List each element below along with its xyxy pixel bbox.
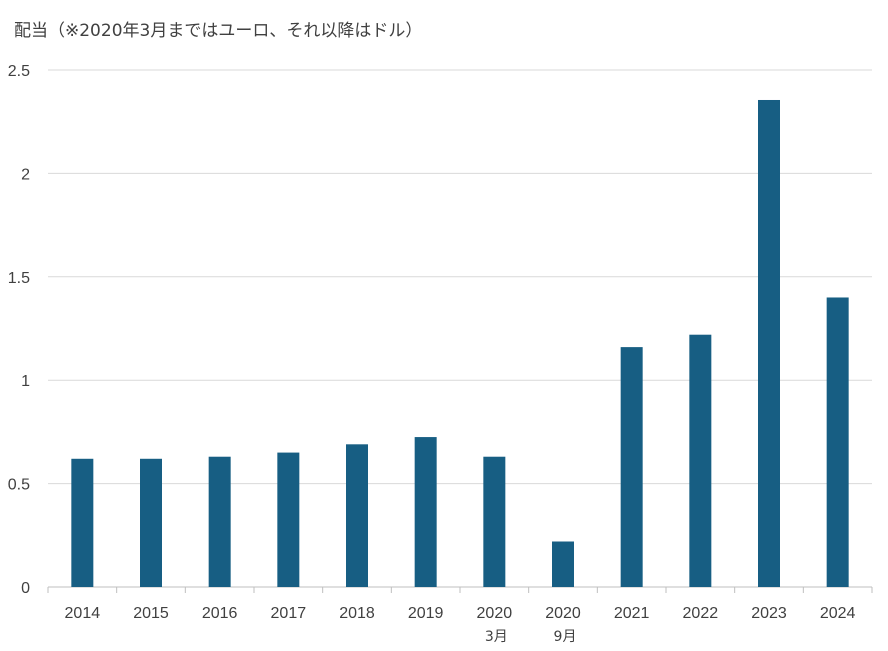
bar-2020-3月 xyxy=(483,456,506,587)
x-tick-label: 2024 xyxy=(820,605,856,622)
bar-2020-9月 xyxy=(552,541,574,587)
bar-2016 xyxy=(208,456,231,587)
x-tick-label: 2021 xyxy=(614,605,650,622)
x-tick-label: 2015 xyxy=(133,605,169,622)
x-tick-label: 2019 xyxy=(408,605,444,622)
y-tick-label: 0.5 xyxy=(8,477,30,494)
x-tick-label: 2016 xyxy=(202,605,238,622)
x-tick-label: 2018 xyxy=(339,605,375,622)
chart-title: 配当（※2020年3月まではユーロ、それ以降はドル） xyxy=(14,21,423,41)
y-tick-label: 1 xyxy=(21,373,30,390)
x-tick-label: 2023 xyxy=(751,605,787,622)
bar-2022 xyxy=(689,334,712,587)
y-tick-label: 2.5 xyxy=(8,63,30,80)
bar-2024 xyxy=(826,297,849,587)
bar-2017 xyxy=(277,452,300,587)
bar-2019 xyxy=(414,437,437,587)
x-tick-label: 2020 xyxy=(477,605,513,622)
x-tick-sublabel: 3月 xyxy=(485,629,508,645)
bar-2021 xyxy=(620,347,643,587)
x-tick-sublabel: 9月 xyxy=(554,629,577,645)
y-tick-label: 0 xyxy=(21,580,30,597)
bar-2015 xyxy=(140,458,162,587)
bar-2018 xyxy=(346,444,368,587)
bar-2023 xyxy=(758,99,780,588)
x-tick-label: 2020 xyxy=(545,605,581,622)
x-tick-label: 2014 xyxy=(65,605,101,622)
x-tick-label: 2022 xyxy=(683,605,719,622)
y-tick-label: 2 xyxy=(21,166,30,183)
y-tick-label: 1.5 xyxy=(8,270,30,287)
bar-2014 xyxy=(71,458,94,587)
x-tick-label: 2017 xyxy=(271,605,307,622)
